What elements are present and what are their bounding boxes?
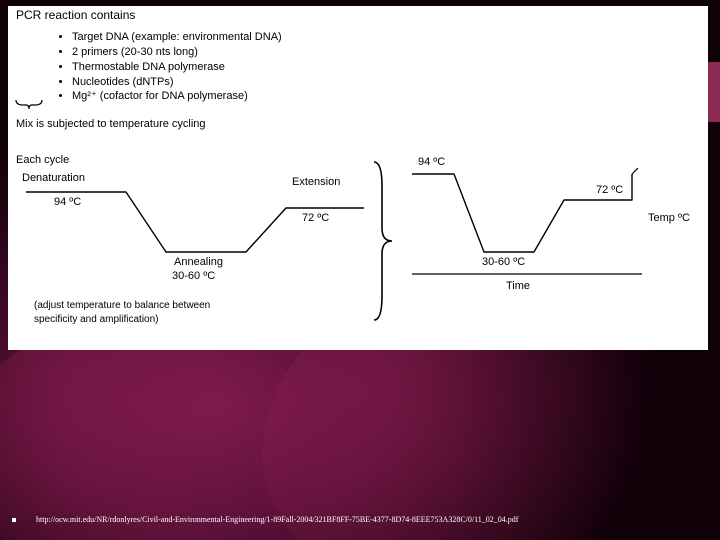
- components-list: Target DNA (example: environmental DNA) …: [54, 30, 282, 104]
- content-panel: PCR reaction contains Target DNA (exampl…: [8, 6, 708, 350]
- mid-temp-label: 72 ºC: [596, 184, 623, 196]
- footer-bullet: [12, 518, 16, 522]
- x-axis-label: Time: [506, 280, 530, 292]
- denaturation-temp: 94 ºC: [54, 196, 81, 208]
- mix-subjected-line: Mix is subjected to temperature cycling: [16, 118, 206, 130]
- cycle-diagram: Denaturation 94 ºC Annealing 30-60 ºC Ex…: [16, 172, 366, 342]
- high-temp-label: 94 ºC: [418, 156, 445, 168]
- panel-title: PCR reaction contains: [16, 8, 135, 22]
- big-brace-icon: [368, 156, 398, 326]
- annealing-temp: 30-60 ºC: [172, 270, 215, 282]
- repeat-diagram: 94 ºC 72 ºC 30-60 ºC Temp ºC Time: [406, 156, 702, 346]
- list-item: 2 primers (20-30 nts long): [72, 45, 282, 60]
- list-item: Target DNA (example: environmental DNA): [72, 30, 282, 45]
- list-item: Mg²⁺ (cofactor for DNA polymerase): [72, 89, 282, 104]
- annealing-label: Annealing: [174, 256, 223, 268]
- list-item: Nucleotides (dNTPs): [72, 75, 282, 90]
- adjust-note-2: specificity and amplification): [34, 314, 159, 325]
- brace-icon: [14, 98, 44, 112]
- extension-label: Extension: [292, 176, 340, 188]
- low-temp-label: 30-60 ºC: [482, 256, 525, 268]
- adjust-note-1: (adjust temperature to balance between: [34, 300, 210, 311]
- denaturation-label: Denaturation: [22, 172, 85, 184]
- list-item: Thermostable DNA polymerase: [72, 60, 282, 75]
- each-cycle-label: Each cycle: [16, 154, 69, 166]
- extension-temp: 72 ºC: [302, 212, 329, 224]
- repeat-path: [406, 156, 702, 346]
- footer-url: http://ocw.mit.edu/NR/rdonlyres/Civil-an…: [36, 515, 518, 524]
- y-axis-label: Temp ºC: [648, 212, 690, 224]
